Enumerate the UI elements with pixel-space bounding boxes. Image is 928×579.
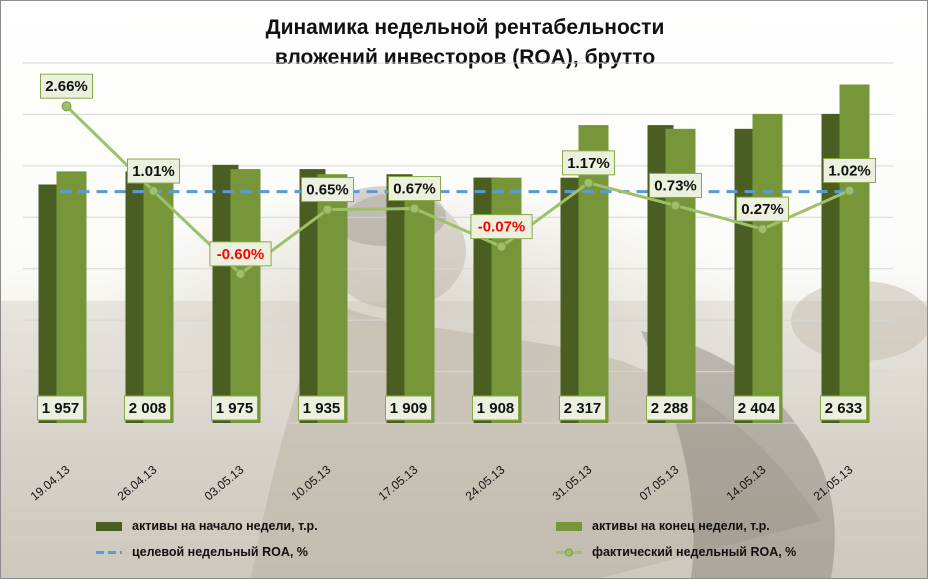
asset-data-label: 1 935 <box>303 400 341 417</box>
roa-label-box <box>823 158 876 184</box>
roa-data-label: 2.66% <box>45 78 88 95</box>
asset-label-box <box>298 395 345 421</box>
roa-data-label: 1.17% <box>567 155 610 172</box>
roa-point <box>235 268 246 279</box>
asset-label-box <box>37 395 84 421</box>
roa-label-box <box>470 214 533 240</box>
asset-data-label: 2 008 <box>129 400 167 417</box>
roa-point <box>148 186 159 197</box>
roa-label-box <box>736 196 789 222</box>
roa-label-box <box>649 172 702 198</box>
roa-data-label: 1.01% <box>132 163 175 180</box>
roa-point <box>61 101 72 112</box>
x-tick-label: 03.05.13 <box>202 462 247 503</box>
roa-data-label: 0.65% <box>306 182 349 199</box>
roa-label-box <box>127 158 180 184</box>
x-tick-label: 26.04.13 <box>115 462 160 503</box>
asset-data-label: 2 633 <box>825 400 863 417</box>
roa-point <box>409 203 420 214</box>
chart-title-line-1: Динамика недельной рентабельности <box>265 16 665 39</box>
asset-label-box <box>211 395 258 421</box>
asset-data-label: 2 317 <box>564 400 602 417</box>
roa-point <box>844 185 855 196</box>
x-tick-label: 19.04.13 <box>28 462 73 503</box>
roa-label-box <box>209 241 272 267</box>
bar-end-assets <box>317 174 348 423</box>
bar-end-assets <box>665 128 696 423</box>
roa-data-label: 0.27% <box>741 201 784 218</box>
asset-label-box <box>472 395 519 421</box>
roa-data-label: 0.73% <box>654 177 697 194</box>
bar-end-assets <box>56 171 87 423</box>
x-tick-label: 14.05.13 <box>724 462 769 503</box>
x-tick-label: 10.05.13 <box>289 462 334 503</box>
actual-roa-line <box>65 105 851 276</box>
asset-data-label: 1 908 <box>477 400 515 417</box>
asset-label-box <box>124 395 171 421</box>
roa-data-label: 1.02% <box>828 163 871 180</box>
roa-data-label: 0.67% <box>393 181 436 198</box>
roa-point <box>322 204 333 215</box>
asset-label-box <box>733 395 780 421</box>
roa-label-box <box>388 176 441 202</box>
asset-data-label: 2 404 <box>738 400 776 417</box>
roa-data-label: -0.60% <box>217 246 265 263</box>
asset-data-label: 1 909 <box>390 400 428 417</box>
bar-end-assets <box>752 113 783 424</box>
roa-point <box>496 241 507 252</box>
roa-label-box <box>562 150 615 176</box>
roa-point <box>670 200 681 211</box>
bar-end-assets <box>404 177 435 423</box>
asset-label-box <box>820 395 867 421</box>
x-tick-label: 07.05.13 <box>637 462 682 503</box>
asset-data-label: 1 957 <box>42 400 80 417</box>
asset-label-box <box>559 395 606 421</box>
x-tick-label: 24.05.13 <box>463 462 508 503</box>
asset-data-label: 2 288 <box>651 400 689 417</box>
x-tick-label: 21.05.13 <box>811 462 856 503</box>
roa-point <box>757 224 768 235</box>
x-tick-label: 31.05.13 <box>550 462 595 503</box>
roa-data-label: -0.07% <box>478 219 526 236</box>
roa-label-box <box>40 73 93 99</box>
x-tick-label: 17.05.13 <box>376 462 421 503</box>
roa-point <box>583 177 594 188</box>
asset-data-label: 1 975 <box>216 400 254 417</box>
asset-label-box <box>646 395 693 421</box>
bar-end-assets <box>230 169 261 423</box>
asset-label-box <box>385 395 432 421</box>
roa-label-box <box>301 177 354 203</box>
bar-end-assets <box>839 84 870 423</box>
bar-end-assets <box>143 164 174 424</box>
